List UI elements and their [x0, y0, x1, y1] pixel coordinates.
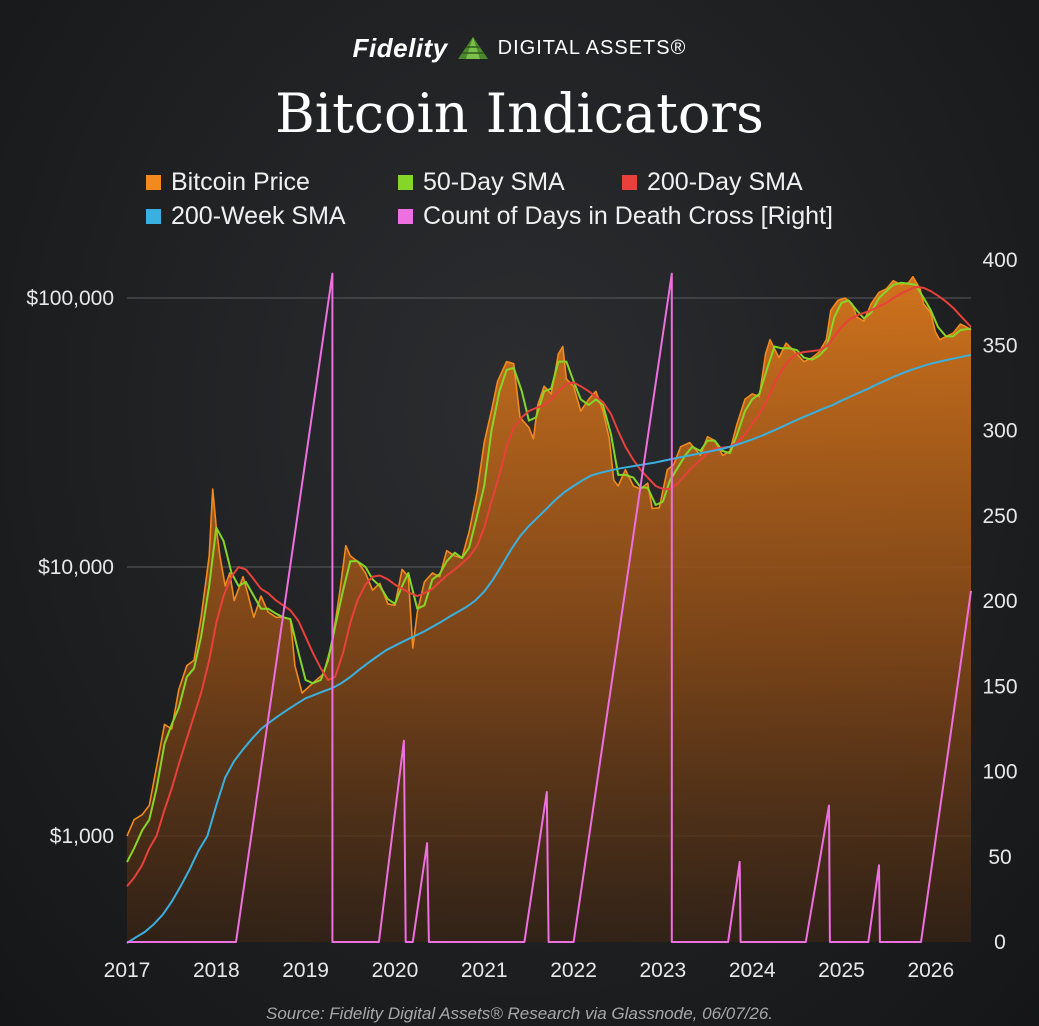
- y-right-tick-label: 300: [982, 420, 1017, 443]
- x-tick-label: 2024: [729, 959, 776, 982]
- x-tick-label: 2025: [818, 959, 865, 982]
- source-note: Source: Fidelity Digital Assets® Researc…: [265, 1004, 774, 1023]
- y-right-tick-label: 150: [982, 675, 1017, 698]
- series-area-bitcoin-price: [127, 276, 971, 942]
- chart-title: Bitcoin Indicators: [275, 82, 764, 145]
- legend-label: Bitcoin Price: [171, 168, 310, 196]
- x-tick-label: 2026: [907, 959, 954, 982]
- y-right-tick-label: 100: [982, 761, 1017, 784]
- brand-subtitle: DIGITAL ASSETS®: [497, 36, 687, 59]
- y-right-tick-label: 350: [982, 334, 1017, 357]
- legend-swatch: [622, 175, 637, 190]
- series-line-200-day-sma: [126, 285, 972, 887]
- legend-item-death-cross-count: Count of Days in Death Cross [Right]: [398, 202, 833, 231]
- x-tick-label: 2019: [282, 959, 329, 982]
- y-right-tick-label: 50: [988, 846, 1011, 869]
- series-line-50-day-sma: [126, 281, 972, 863]
- x-tick-label: 2022: [550, 959, 597, 982]
- x-tick-label: 2018: [193, 959, 240, 982]
- pyramid-icon: [457, 37, 488, 59]
- x-tick-label: 2021: [461, 959, 508, 982]
- legend-swatch: [146, 175, 161, 190]
- brand-logo: Fidelity DIGITAL ASSETS®: [0, 28, 1039, 68]
- x-tick-label: 2020: [372, 959, 419, 982]
- legend-item-200-day-sma: 200-Day SMA: [622, 168, 803, 197]
- legend-swatch: [398, 175, 413, 190]
- y-right-tick-label: 400: [982, 249, 1017, 272]
- chart-canvas: $1,000 $10,000 $100,000 0 50 100 150 200 250 300 3…: [26, 249, 1017, 982]
- legend-label: 50-Day SMA: [423, 168, 565, 196]
- y-right-tick-label: 250: [982, 505, 1017, 528]
- plot-area: [126, 272, 972, 944]
- legend-label: Count of Days in Death Cross [Right]: [423, 202, 833, 230]
- x-tick-label: 2023: [640, 959, 687, 982]
- series-line-count-of-days-in-death-cross-right: [127, 272, 972, 943]
- axes: $1,000 $10,000 $100,000 0 50 100 150 200 250 300 3…: [26, 249, 1017, 982]
- brand-name: Fidelity: [352, 32, 448, 63]
- y-left-tick-label: $100,000: [26, 287, 114, 310]
- legend-item-200-week-sma: 200-Week SMA: [146, 202, 346, 231]
- legend-label: 200-Week SMA: [171, 202, 346, 230]
- legend-swatch: [398, 209, 413, 224]
- y-left-tick-label: $1,000: [50, 825, 114, 848]
- legend-item-bitcoin-price: Bitcoin Price: [146, 168, 310, 197]
- chart-legend: Bitcoin Price 50-Day SMA 200-Day SMA 200…: [0, 168, 1039, 238]
- y-right-tick-label: 200: [982, 590, 1017, 613]
- legend-swatch: [146, 209, 161, 224]
- legend-label: 200-Day SMA: [647, 168, 803, 196]
- y-left-tick-label: $10,000: [38, 556, 114, 579]
- legend-item-50-day-sma: 50-Day SMA: [398, 168, 565, 197]
- x-tick-label: 2017: [104, 959, 151, 982]
- y-right-tick-label: 0: [994, 931, 1006, 954]
